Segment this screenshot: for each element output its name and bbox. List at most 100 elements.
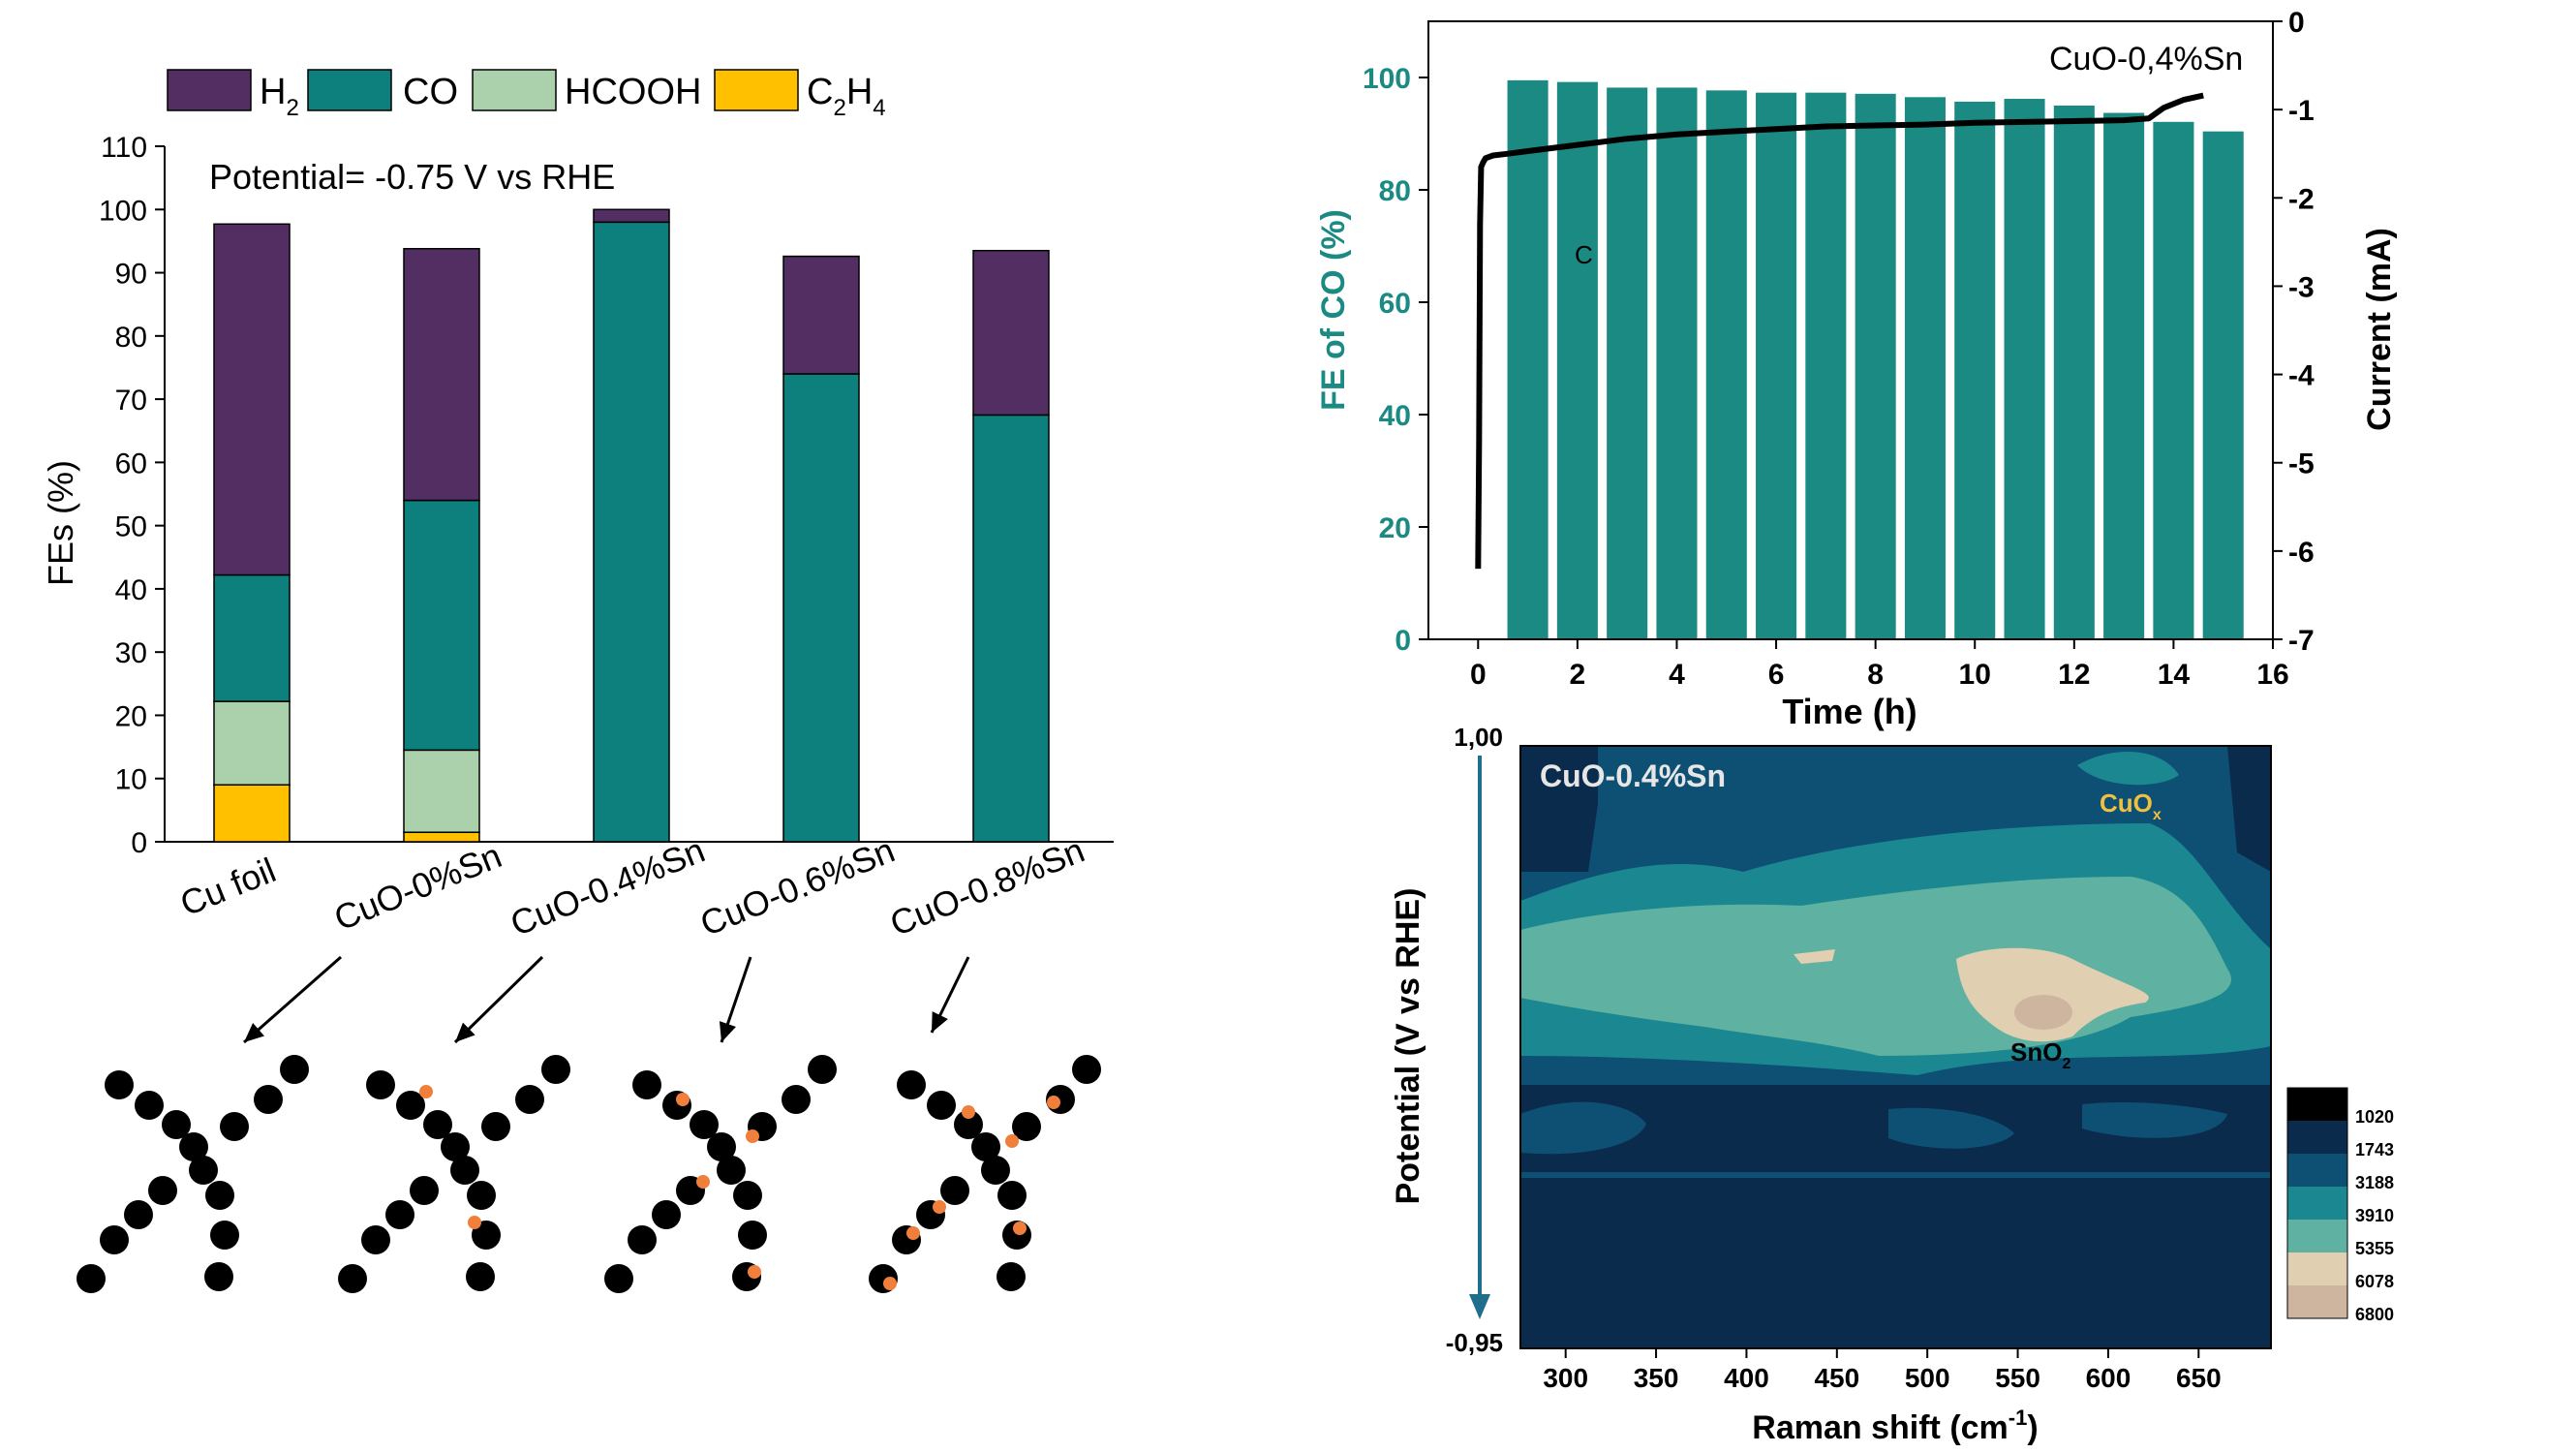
- colorbar-label: 1743: [2355, 1140, 2394, 1159]
- y2-tick-label: -6: [2288, 537, 2315, 569]
- heatmap-region-3188: [1520, 1101, 1646, 1155]
- legend-swatch-h2: [167, 69, 252, 111]
- fe-co-bar: [2103, 112, 2145, 640]
- x-tick-label: CuO-0.4%Sn: [505, 830, 710, 943]
- fe-co-bar: [2004, 99, 2045, 640]
- fe-co-bar: [1507, 79, 1549, 639]
- x-tick-label: 6: [1768, 659, 1785, 691]
- colorbar-swatch: [2287, 1285, 2347, 1318]
- x-tick-label: 12: [2058, 659, 2090, 691]
- x-tick-label: 600: [2086, 1363, 2131, 1393]
- pointer-arrow-head: [244, 1023, 264, 1042]
- y-axis-label: Potential (V vs RHE): [1390, 888, 1426, 1205]
- dopant-dot: [468, 1216, 481, 1229]
- heatmap-region-dark: [2227, 746, 2271, 872]
- particle-dot: [897, 1070, 926, 1099]
- legend-item-h2: H2: [167, 69, 299, 121]
- fe-stacked-bar-chart: H2 CO HCOOH C2H4 Potential= -0.75 V vs R…: [41, 69, 1114, 943]
- fe-co-bar: [1954, 101, 1996, 639]
- y2-axis-label: Current (mA): [2361, 228, 2398, 431]
- legend-label-co: CO: [403, 72, 458, 112]
- y-tick-label: 80: [1379, 175, 1411, 207]
- dopant-dot: [883, 1277, 897, 1290]
- fe-co-bar: [1656, 87, 1698, 639]
- particle-dot: [179, 1132, 208, 1161]
- colorbar-swatch: [2287, 1252, 2347, 1285]
- y2-tick-label: -4: [2288, 360, 2315, 392]
- heatmap-region-3188: [2082, 1102, 2227, 1138]
- y2-tick-label: -1: [2288, 95, 2315, 127]
- particle-dot: [396, 1091, 425, 1120]
- particle-dot: [997, 1181, 1027, 1210]
- x-tick-label: 4: [1669, 659, 1685, 691]
- particle-dot: [738, 1221, 767, 1250]
- particle-dot: [472, 1221, 501, 1250]
- colorbar-frame: [2286, 1087, 2348, 1319]
- pointer-arrow-head: [719, 1021, 736, 1042]
- x-tick-label: 500: [1905, 1363, 1950, 1393]
- y-tick-label: 50: [115, 511, 147, 543]
- colorbar-label: 1020: [2355, 1107, 2394, 1127]
- bar-co: [593, 221, 670, 843]
- dopant-dot: [933, 1200, 946, 1214]
- x-tick-label: 650: [2176, 1363, 2222, 1393]
- curve-label: C: [1575, 240, 1593, 269]
- axes: 0 20 40 60 80 100 0 -1 -2 -3 -4 -5 -6 -7 0 2 4 6 8 10 12 14 16: [1363, 7, 2315, 691]
- y-tick-label: 110: [101, 132, 147, 164]
- bar-hcooh: [403, 749, 480, 833]
- dopant-dot: [748, 1265, 761, 1279]
- y-tick-label: 0: [1395, 625, 1411, 657]
- y-tick-label: 60: [115, 448, 147, 479]
- raman-map: CuO-0.4%Sn CuOx SnO2 300 350 400 450 500 550 6…: [1390, 723, 2394, 1446]
- fe-co-bar: [2202, 131, 2244, 639]
- colorbar: 1020 1743 3188 3910 5355 6078 6800: [2286, 1087, 2394, 1324]
- particle-dot: [733, 1181, 762, 1210]
- particle-dot: [135, 1091, 164, 1120]
- x-tick-label: 300: [1543, 1363, 1588, 1393]
- particle-dot: [366, 1070, 395, 1099]
- x-tick-label: 400: [1724, 1363, 1769, 1393]
- heatmap-area: [1520, 746, 2271, 1348]
- legend-label-hcooh: HCOOH: [565, 72, 701, 112]
- particle-dot: [385, 1200, 414, 1229]
- fe-co-bars: [1507, 79, 2244, 640]
- potential-arrow: [1469, 756, 1490, 1319]
- bar-h2: [403, 247, 480, 502]
- dopant-dot: [746, 1129, 759, 1143]
- sample-annotation: CuO-0,4%Sn: [2049, 41, 2243, 77]
- heatmap-region-dark: [1520, 746, 1598, 872]
- colorbar-label: 3188: [2355, 1173, 2394, 1192]
- legend-item-hcooh: HCOOH: [472, 69, 701, 112]
- particle-dot: [927, 1091, 956, 1120]
- particle-dot: [220, 1112, 249, 1141]
- particle-dot: [162, 1110, 191, 1139]
- particle-dot: [515, 1085, 544, 1114]
- y-axis-label: FE of CO (%): [1315, 209, 1352, 411]
- bar-h2: [782, 255, 860, 375]
- particle-dot: [254, 1085, 283, 1114]
- colorbar-label: 5355: [2355, 1239, 2394, 1258]
- particle-dot: [717, 1156, 746, 1185]
- dopant-dot: [696, 1175, 710, 1189]
- heatmap-region-3188: [1888, 1107, 2014, 1149]
- x-axis-label: Time (h): [1782, 692, 1917, 731]
- y-axis-label: FEs (%): [41, 460, 80, 586]
- particle-dot: [204, 1262, 233, 1291]
- particle-dot: [541, 1055, 570, 1084]
- legend-swatch-hcooh: [472, 69, 557, 111]
- colorbar-swatch: [2287, 1088, 2347, 1121]
- dopant-dot: [1047, 1096, 1060, 1109]
- x-tick-label: 550: [1995, 1363, 2040, 1393]
- fe-co-bar: [1756, 92, 1797, 639]
- particle-dot: [466, 1262, 495, 1291]
- stability-chart: 0 20 40 60 80 100 0 -1 -2 -3 -4 -5 -6 -7 0 2 4 6 8 10 12 14 16…: [1315, 7, 2398, 731]
- bar-co: [972, 414, 1050, 843]
- heatmap-region-6078: [1956, 947, 2149, 1042]
- x-tick-label: 10: [1959, 659, 1991, 691]
- y-tick-label: 60: [1379, 288, 1411, 320]
- bar-co: [403, 499, 480, 752]
- map-title: CuO-0.4%Sn: [1540, 758, 1726, 793]
- y-tick-label: 90: [115, 259, 147, 291]
- particle-dot: [100, 1225, 129, 1254]
- pointer-arrow-head: [932, 1011, 948, 1033]
